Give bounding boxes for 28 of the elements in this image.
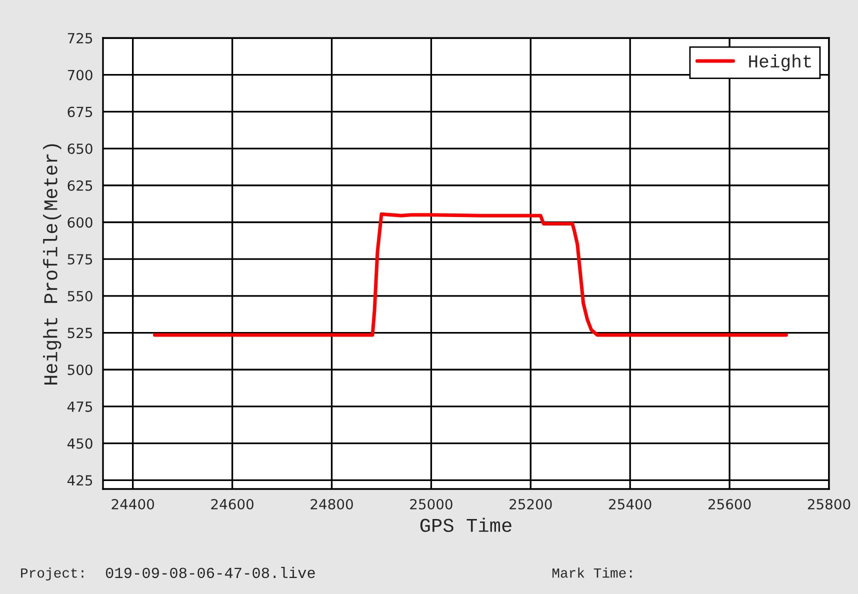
x-tick-label: 25800 — [808, 498, 850, 510]
y-tick-label: 700 — [68, 70, 92, 80]
text: 019-09-08-06-47-08.live — [106, 566, 315, 578]
x-tick-label: 25200 — [510, 498, 552, 510]
y-tick-label: 525 — [68, 328, 92, 338]
y-tick-label: 450 — [67, 438, 92, 449]
y-tick-label: 725 — [68, 32, 92, 44]
y-tick-label: 650 — [68, 144, 92, 154]
x-tick-label: 24400 — [112, 498, 154, 510]
y-tick-label: 425 — [67, 475, 92, 486]
x-tick-label: 25000 — [410, 498, 452, 510]
y-tick-label: 500 — [68, 364, 92, 376]
x-tick-label: 24600 — [211, 498, 254, 510]
text: Mark Time: — [552, 568, 632, 578]
x-tick-label: 25600 — [708, 498, 751, 510]
x-axis-title: GPS Time — [420, 518, 512, 532]
y-tick-label: 550 — [68, 290, 92, 302]
y-tick-label: 475 — [67, 402, 92, 412]
x-tick-label: 24800 — [310, 498, 353, 510]
line-series — [152, 212, 788, 337]
y-tick-label: 575 — [68, 254, 92, 265]
y-tick-label: 675 — [68, 106, 92, 118]
y-tick-label: 600 — [68, 217, 92, 228]
legend-label: Height — [749, 54, 811, 72]
y-axis-title: Height Profile(Meter) — [43, 144, 62, 384]
x-tick-label: 25400 — [609, 498, 652, 510]
text: Project: — [21, 568, 84, 580]
y-tick-label: 625 — [68, 180, 92, 191]
